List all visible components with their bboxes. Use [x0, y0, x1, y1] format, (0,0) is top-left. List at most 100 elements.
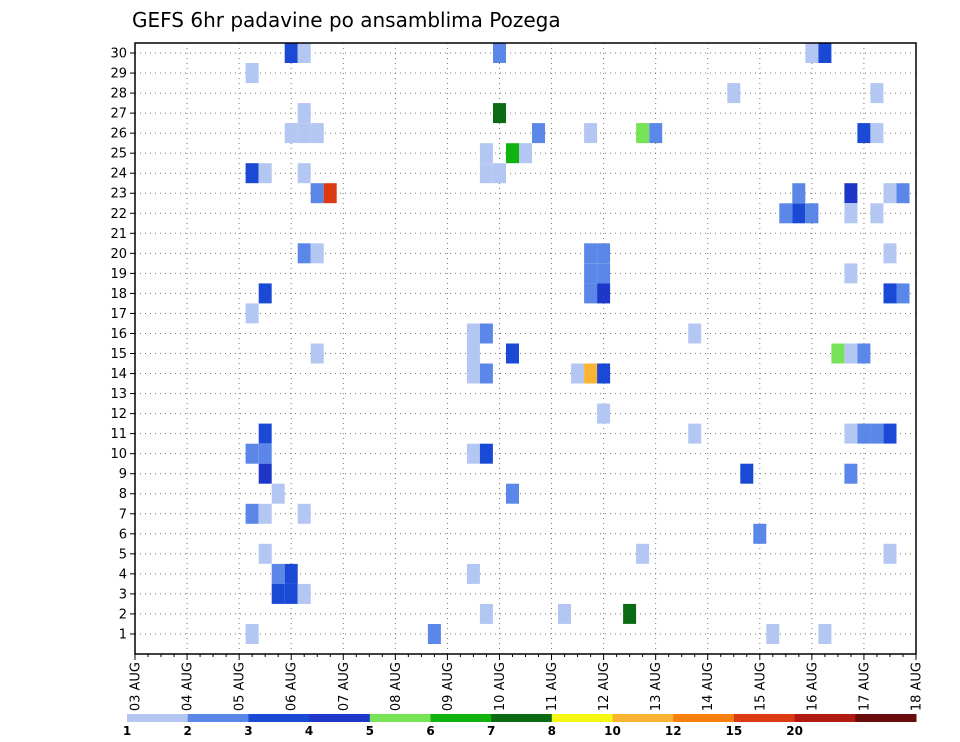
heatmap-cell [896, 183, 910, 204]
heatmap-cell [271, 563, 285, 584]
heatmap-cell [506, 343, 519, 364]
heatmap-cell [597, 243, 611, 264]
colorbar-label: 7 [487, 724, 495, 738]
heatmap-cell [779, 203, 793, 224]
colorbar-label: 6 [426, 724, 434, 738]
x-tick-label: 07 AUG [337, 662, 352, 711]
heatmap-cell [844, 263, 858, 284]
heatmap-cell [870, 83, 884, 104]
colorbar-segment [794, 714, 856, 722]
heatmap-cell [466, 343, 480, 364]
heatmap-cell [883, 183, 897, 204]
heatmap-cell [818, 624, 832, 644]
colorbar-label: 15 [726, 724, 743, 738]
heatmap-cell [558, 603, 571, 624]
heatmap-cell [844, 423, 858, 444]
heatmap-cell [466, 363, 480, 384]
y-tick-label: 15 [110, 347, 127, 362]
heatmap-cell [857, 343, 871, 364]
colorbar-label: 4 [305, 724, 313, 738]
heatmap-cell [297, 583, 311, 604]
heatmap-cell [297, 243, 311, 264]
heatmap-cell [271, 483, 285, 504]
heatmap-cell [258, 443, 272, 464]
heatmap-cell [831, 343, 845, 364]
heatmap-cell [597, 283, 611, 304]
heatmap-cell [297, 163, 311, 184]
heatmap-cell [571, 363, 585, 384]
y-tick-label: 16 [110, 327, 127, 342]
y-tick-label: 25 [110, 147, 127, 162]
y-tick-label: 12 [110, 407, 127, 422]
colorbar-label: 1 [123, 724, 131, 738]
x-tick-label: 10 AUG [493, 662, 508, 711]
x-tick-label: 13 AUG [649, 662, 664, 711]
x-tick-label: 16 AUG [805, 662, 820, 711]
x-tick-label: 05 AUG [233, 662, 248, 711]
colorbar-segment [673, 714, 735, 722]
heatmap-cell [493, 43, 506, 63]
colorbar-segment [248, 714, 310, 722]
y-tick-label: 20 [110, 247, 127, 262]
heatmap-cell [479, 143, 493, 164]
heatmap-cell [258, 463, 272, 484]
heatmap-cell [805, 43, 819, 63]
heatmap-cell [844, 203, 858, 224]
heatmap-cell [258, 423, 272, 444]
heatmap-cell [493, 103, 506, 124]
y-tick-label: 21 [110, 227, 127, 242]
heatmap-cell [883, 543, 897, 564]
x-tick-label: 17 AUG [857, 662, 872, 711]
y-tick-label: 22 [110, 207, 127, 222]
heatmap-cell [636, 123, 650, 144]
heatmap-cell [466, 323, 480, 344]
colorbar-label: 8 [548, 724, 556, 738]
heatmap-cell [297, 503, 311, 524]
colorbar-segment [733, 714, 796, 722]
colorbar-segment [551, 714, 613, 722]
heatmap-cell [597, 263, 611, 284]
colorbar-segment [369, 714, 431, 722]
y-tick-label: 9 [119, 467, 127, 482]
y-tick-label: 5 [119, 547, 127, 562]
heatmap-cell [584, 123, 598, 144]
heatmap-cell [870, 423, 884, 444]
heatmap-cell [323, 183, 337, 204]
heatmap-cell [479, 163, 493, 184]
heatmap-cell [818, 43, 832, 63]
y-tick-label: 11 [110, 427, 127, 442]
heatmap-cell [883, 423, 897, 444]
colorbar-segment [430, 714, 492, 722]
heatmap-cell [479, 323, 493, 344]
y-tick-label: 3 [119, 587, 127, 602]
heatmap-cell [792, 203, 806, 224]
y-tick-label: 8 [119, 487, 127, 502]
heatmap-cell [597, 363, 611, 384]
heatmap-cell [584, 243, 598, 264]
y-tick-label: 13 [110, 387, 127, 402]
heatmap-cell [584, 263, 598, 284]
plot-grid [135, 43, 916, 654]
heatmap-cell [493, 163, 506, 184]
heatmap-cell [284, 43, 298, 63]
colorbar-label: 12 [665, 724, 682, 738]
heatmap-cell [466, 443, 480, 464]
colorbar-segment [491, 714, 553, 722]
heatmap-cell [584, 363, 598, 384]
heatmap-cell [688, 323, 702, 344]
y-tick-label: 6 [119, 527, 127, 542]
heatmap-cell [896, 283, 910, 304]
heatmap-cell [310, 343, 324, 364]
heatmap-cell [271, 583, 285, 604]
heatmap-cell [258, 503, 272, 524]
heatmap-cell [479, 443, 493, 464]
heatmap-cell [297, 123, 311, 144]
heatmap-cell [284, 563, 298, 584]
heatmap-cell [870, 203, 884, 224]
heatmap-cell [857, 123, 871, 144]
heatmap-cell [245, 63, 259, 83]
heatmap-cell [245, 303, 259, 324]
heatmap-cell [284, 583, 298, 604]
heatmap-cell [258, 283, 272, 304]
